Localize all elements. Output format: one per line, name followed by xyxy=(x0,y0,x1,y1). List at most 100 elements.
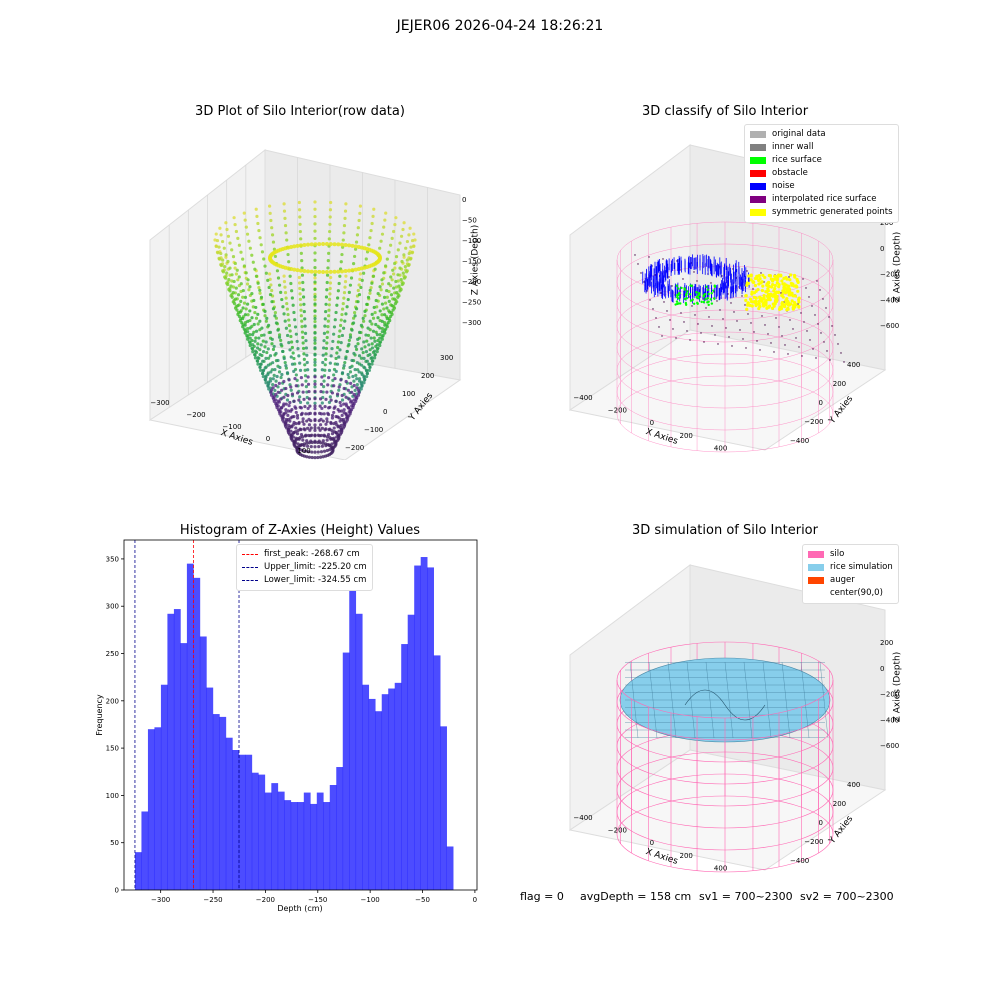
classify-legend-item: rice surface xyxy=(750,154,893,167)
histogram-ytick-label: 350 xyxy=(106,555,119,563)
histogram-bar xyxy=(252,773,259,890)
histogram-bar xyxy=(174,609,181,890)
classify-plot-title: 3D classify of Silo Interior xyxy=(575,104,875,119)
histogram-bar xyxy=(330,785,337,890)
classify-legend-label: noise xyxy=(772,180,795,193)
raw-z-tick-label: −300 xyxy=(462,319,481,327)
raw-x-tick-label: 0 xyxy=(266,435,270,443)
histogram-xlabel: Depth (cm) xyxy=(277,904,322,913)
histogram-bar xyxy=(401,644,408,890)
figure-title: JEJER06 2026-04-24 18:26:21 xyxy=(0,18,1000,34)
raw-x-tick-label: −300 xyxy=(150,399,169,407)
classify-legend-item: original data xyxy=(750,128,893,141)
simulation-x-tick-label: −400 xyxy=(573,814,592,822)
histogram-ytick-label: 0 xyxy=(115,887,119,895)
simulation-x-tick-label: 200 xyxy=(680,852,693,860)
histogram-legend: first_peak: -268.67 cm Upper_limit: -225.… xyxy=(236,544,373,591)
classify-legend-swatch xyxy=(750,183,766,190)
histogram-bar xyxy=(447,846,454,890)
raw-x-tick-label: −200 xyxy=(186,411,205,419)
histogram-bar xyxy=(187,564,194,890)
classify-x-tick-label: 400 xyxy=(714,444,727,452)
classify-x-tick-label: −400 xyxy=(573,394,592,402)
histogram-bar xyxy=(154,727,161,890)
histogram-bar xyxy=(265,793,272,890)
raw-y-tick-label: 200 xyxy=(421,372,434,380)
flag-text: flag = 0 xyxy=(520,890,564,903)
histogram-bar xyxy=(395,683,402,890)
histogram-bar xyxy=(161,685,168,890)
histogram-bar xyxy=(291,802,298,890)
simulation-z-tick-label: 0 xyxy=(880,665,884,673)
histogram-bar xyxy=(427,567,434,890)
classify-legend-item: symmetric generated points xyxy=(750,206,893,219)
simulation-legend-label: silo xyxy=(830,548,844,561)
histogram-bar xyxy=(226,738,233,890)
simulation-legend-label: center(90,0) xyxy=(830,587,883,600)
histogram-legend-item: Upper_limit: -225.20 cm xyxy=(242,561,367,574)
histogram-xtick-label: −200 xyxy=(256,896,275,904)
classify-legend-item: inner wall xyxy=(750,141,893,154)
classify-legend-item: noise xyxy=(750,180,893,193)
classify-y-tick-label: 200 xyxy=(833,380,846,388)
simulation-legend-swatch xyxy=(808,564,824,571)
classify-z-tick-label: 0 xyxy=(880,245,884,253)
histogram-bar xyxy=(219,717,226,890)
histogram-bar xyxy=(310,804,317,890)
classify-legend-item: interpolated rice surface xyxy=(750,193,893,206)
histogram-bar xyxy=(278,792,285,890)
histogram-bar xyxy=(408,615,415,890)
histogram-xtick-label: −100 xyxy=(361,896,380,904)
classify-legend-swatch xyxy=(750,209,766,216)
simulation-legend-item: auger xyxy=(808,574,893,587)
simulation-x-tick-label: 400 xyxy=(714,864,727,872)
histogram-ytick-label: 250 xyxy=(106,650,119,658)
histogram-bar xyxy=(336,767,343,890)
histogram-bar xyxy=(382,694,389,890)
raw-y-tick-label: −200 xyxy=(345,444,364,452)
histogram-bar xyxy=(388,689,395,890)
histogram-legend-item: first_peak: -268.67 cm xyxy=(242,548,367,561)
classify-x-tick-label: −200 xyxy=(608,407,627,415)
histogram-legend-item: Lower_limit: -324.55 cm xyxy=(242,574,367,587)
simulation-z-tick-label: 200 xyxy=(880,639,893,647)
classify-legend-label: obstacle xyxy=(772,167,808,180)
classify-legend-swatch xyxy=(750,144,766,151)
classify-y-tick-label: 0 xyxy=(819,399,823,407)
histogram-bar xyxy=(317,793,324,890)
histogram-bar xyxy=(180,643,187,890)
histogram-legend-label: Upper_limit: -225.20 cm xyxy=(264,561,367,574)
histogram-bar xyxy=(414,566,421,890)
histogram-bar xyxy=(200,636,207,890)
simulation-legend: silo rice simulation auger center(90,0) xyxy=(802,544,899,604)
histogram-xtick-label: 0 xyxy=(473,896,477,904)
raw-z-tick-label: −250 xyxy=(462,299,481,307)
simulation-y-tick-label: 0 xyxy=(819,819,823,827)
histogram-bar xyxy=(239,755,246,890)
raw-z-tick-label: 0 xyxy=(462,196,466,204)
simulation-legend-item: silo xyxy=(808,548,893,561)
histogram-bar xyxy=(440,726,447,890)
histogram-xtick-label: −250 xyxy=(203,896,222,904)
histogram-legend-swatch xyxy=(242,580,258,581)
histogram-xtick-label: −300 xyxy=(151,896,170,904)
histogram-xtick-label: −50 xyxy=(415,896,430,904)
classify-legend-label: rice surface xyxy=(772,154,822,167)
simulation-y-tick-label: 200 xyxy=(833,800,846,808)
classify-legend-swatch xyxy=(750,170,766,177)
histogram-legend-label: first_peak: -268.67 cm xyxy=(264,548,360,561)
simulation-y-tick-label: −400 xyxy=(790,857,809,865)
histogram-bar xyxy=(245,755,252,890)
classify-legend-swatch xyxy=(750,196,766,203)
simulation-legend-label: auger xyxy=(830,574,855,587)
histogram-bar xyxy=(434,655,441,890)
classify-z-tick-label: −600 xyxy=(880,322,899,330)
histogram-bar xyxy=(258,775,265,890)
histogram-bar xyxy=(323,802,330,890)
raw-z-tick-label: −50 xyxy=(462,217,477,225)
histogram-bar xyxy=(375,711,382,890)
histogram-legend-swatch xyxy=(242,554,258,555)
classify-y-tick-label: −400 xyxy=(790,437,809,445)
raw-3d-plot: −300−200−1000100200−200−10001002003000−5… xyxy=(140,130,500,460)
histogram-ytick-label: 50 xyxy=(110,839,119,847)
